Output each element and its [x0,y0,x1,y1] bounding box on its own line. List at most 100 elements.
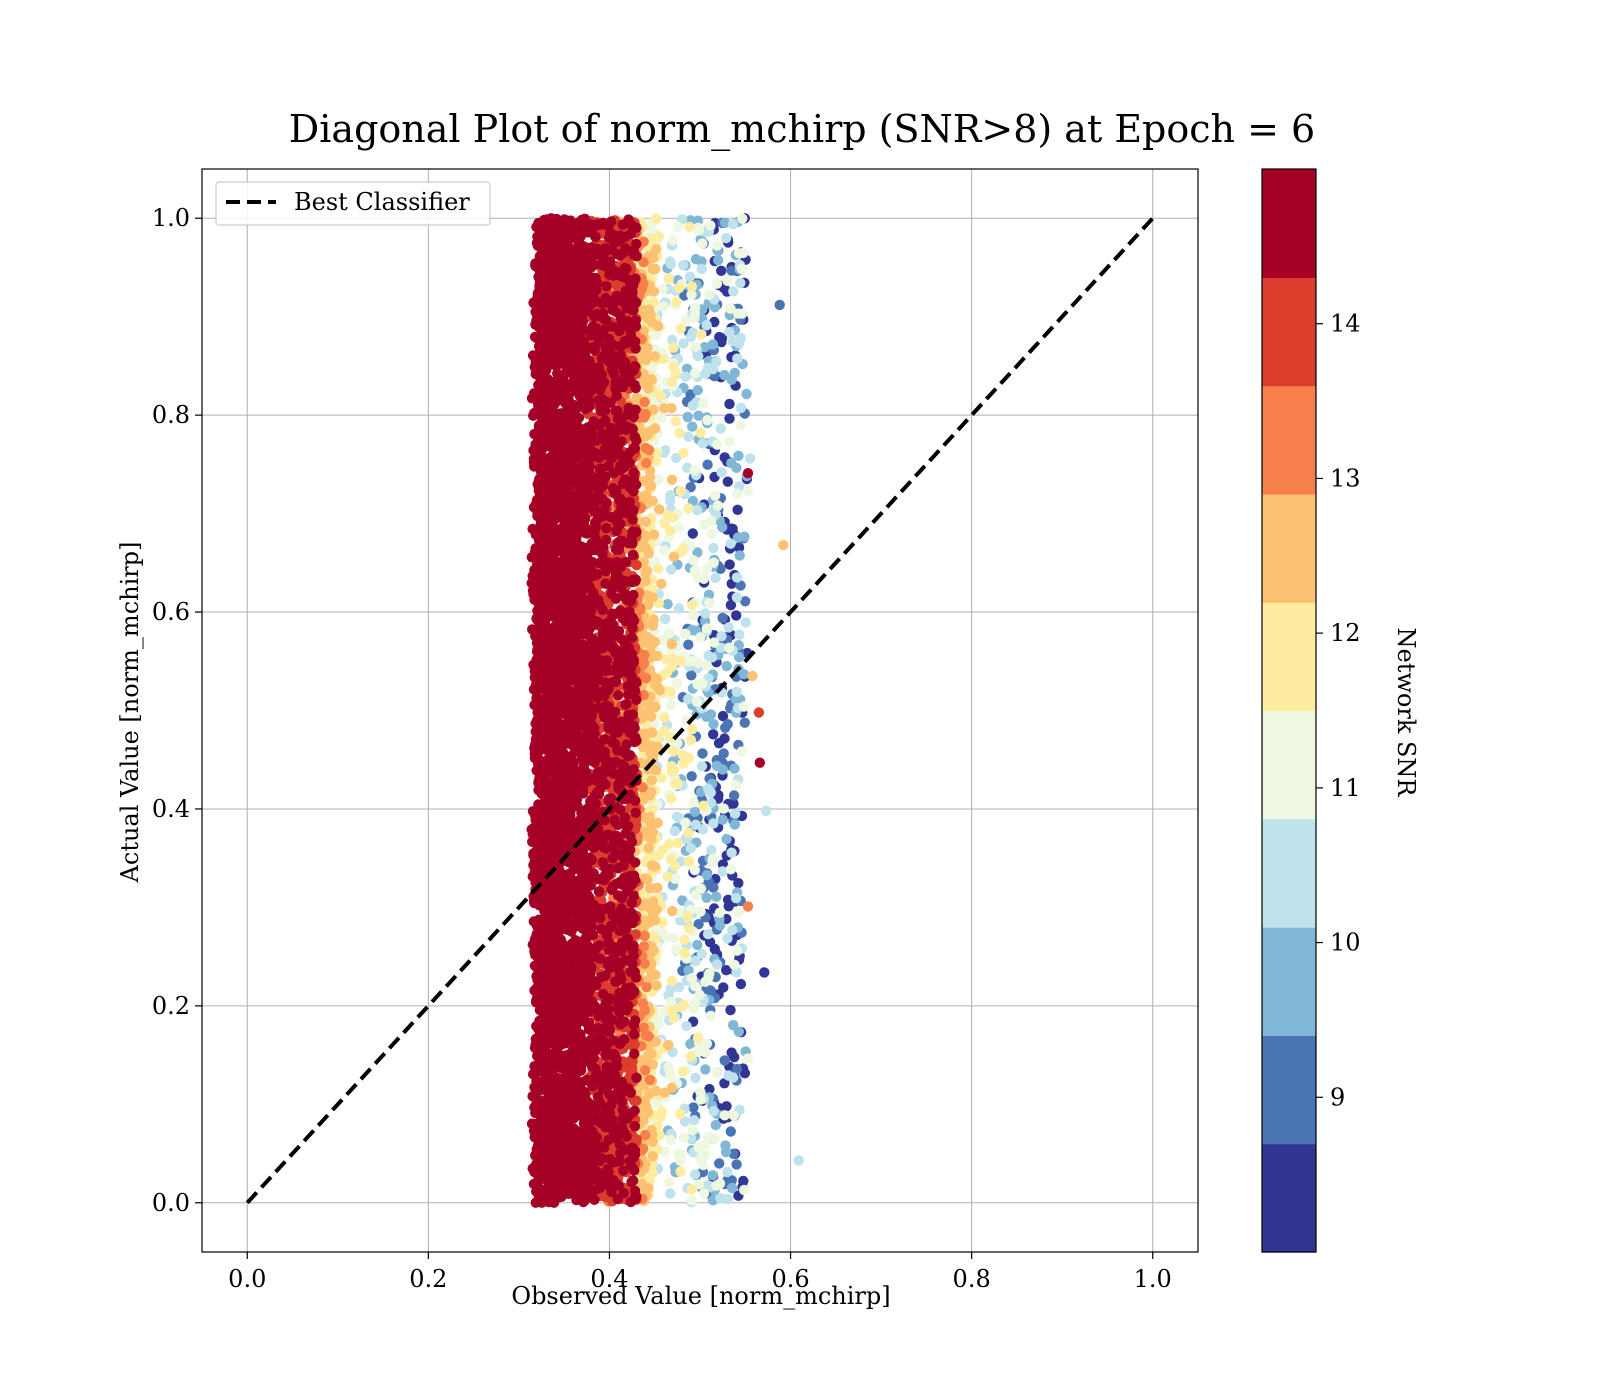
scatter-point [586,605,597,616]
scatter-point [695,906,706,917]
scatter-point [627,280,639,291]
scatter-point [721,1101,732,1112]
scatter-point [605,922,616,933]
scatter-point [714,1178,726,1189]
scatter-point [724,398,735,410]
scatter-point [709,490,721,501]
scatter-point [640,516,652,527]
scatter-point [741,388,752,400]
scatter-point [652,817,663,829]
scatter-point [583,1105,595,1117]
scatter-point [717,814,728,825]
scatter-points [526,213,804,1208]
scatter-point [718,748,729,759]
scatter-point [698,800,709,811]
scatter-point [671,678,682,689]
scatter-point [629,1048,640,1059]
scatter-point [693,1179,705,1190]
scatter-point [722,933,733,944]
scatter-point [695,1094,706,1105]
scatter-point [726,1175,737,1186]
scatter-point [739,717,750,728]
scatter-point [715,563,726,574]
scatter-point [615,837,626,849]
scatter-point [689,806,701,817]
scatter-point [605,615,616,626]
scatter-point [617,851,629,862]
scatter-point [692,572,703,583]
scatter-point [618,1165,629,1176]
scatter-point [699,1140,710,1151]
scatter-point [702,459,713,470]
scatter-point [688,1003,699,1015]
scatter-point [616,1076,627,1088]
chart-title: Diagonal Plot of norm_mchirp (SNR>8) at … [289,107,1315,152]
scatter-point [620,699,631,710]
scatter-point [599,874,610,886]
scatter-point [697,678,708,689]
scatter-point [665,700,677,711]
scatter-point [677,749,688,760]
scatter-point [589,801,600,812]
scatter-point [705,1010,716,1021]
scatter-point [613,630,624,642]
scatter-point [628,247,639,258]
scatter-point [689,981,701,992]
scatter-point [636,1178,648,1190]
scatter-point [693,410,704,421]
scatter-point [689,302,701,314]
scatter-point [649,555,661,567]
scatter-point [630,315,641,326]
scatter-point [704,1083,715,1095]
scatter-point [733,907,744,918]
scatter-point [692,350,703,361]
scatter-point [728,286,739,297]
scatter-point [708,1106,719,1117]
scatter-point [657,844,668,855]
scatter-point [638,941,650,952]
scatter-point [699,342,710,353]
scatter-point [736,263,747,274]
scatter-point [698,398,709,409]
scatter-point [675,1108,686,1120]
scatter-point [607,1114,618,1126]
scatter-point [601,1014,612,1025]
scatter-point [685,331,697,343]
scatter-point [638,689,649,701]
scatter-point [723,1070,734,1081]
scatter-point [644,1074,656,1086]
scatter-point [641,457,652,469]
scatter-point [598,308,609,319]
scatter-point [730,808,741,819]
scatter-point [729,763,740,774]
scatter-point [624,727,636,738]
scatter-point [629,1149,641,1160]
scatter-point [724,642,735,653]
scatter-point [706,528,717,540]
scatter-point [589,311,600,322]
scatter-point [690,341,701,352]
scatter-point [672,837,683,849]
scatter-point [687,655,698,667]
scatter-point [732,504,743,515]
scatter-point [668,361,679,373]
scatter-point [613,537,624,548]
scatter-point [649,351,661,362]
scatter-point [708,729,719,740]
scatter-point [639,915,651,926]
scatter-point [648,529,660,540]
scatter-point [610,557,621,568]
scatter-point [603,1180,615,1192]
scatter-point [731,462,742,473]
scatter-point [628,1019,640,1030]
scatter-point [659,613,671,625]
scatter-point [731,610,742,621]
scatter-point [629,1039,640,1050]
scatter-point [646,852,658,863]
scatter-point [646,374,657,385]
scatter-point [628,764,639,775]
scatter-point [685,842,696,854]
scatter-point [691,696,703,707]
scatter-point [687,400,698,411]
